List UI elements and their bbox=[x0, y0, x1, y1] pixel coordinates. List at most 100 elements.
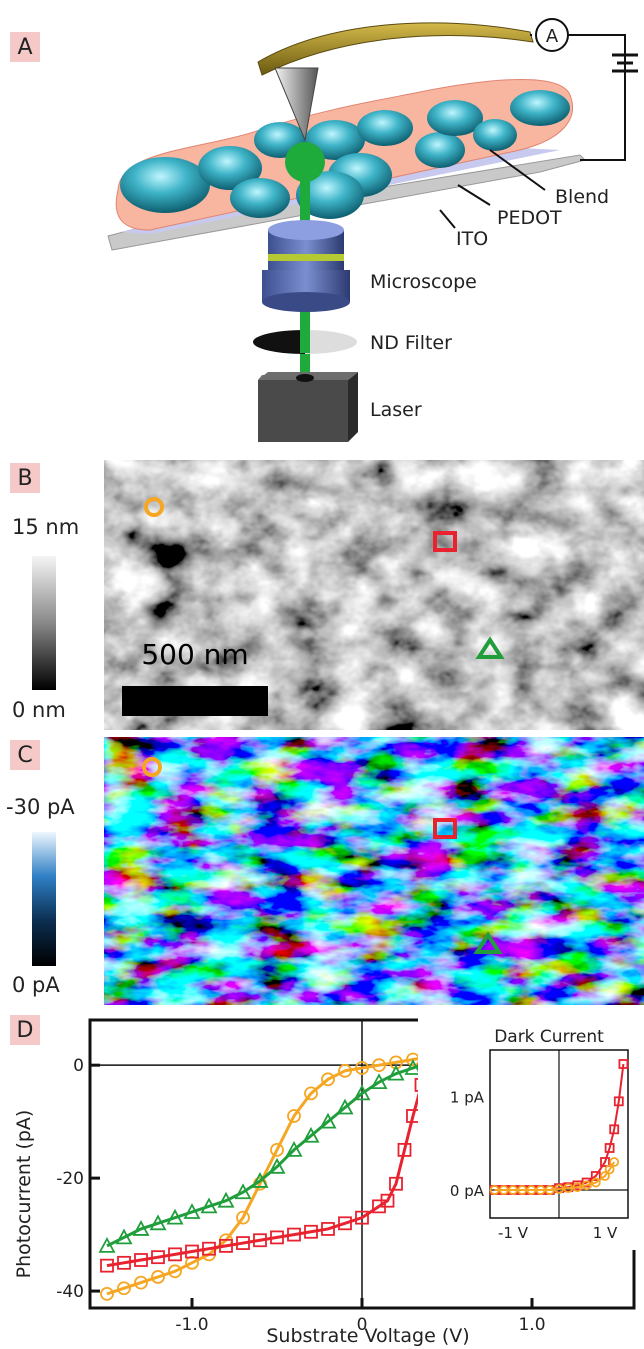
inset-circle-point bbox=[604, 1164, 615, 1175]
x-tick-label: 0 bbox=[357, 1315, 368, 1335]
triangle-data-point bbox=[404, 1059, 422, 1075]
square-data-point bbox=[389, 1176, 403, 1191]
triangle-data-point bbox=[183, 1203, 201, 1219]
panel-label-c: C bbox=[10, 740, 40, 770]
circle-data-point bbox=[338, 1063, 352, 1078]
inset-circle-point bbox=[581, 1180, 592, 1191]
circuit-wire bbox=[530, 34, 626, 161]
triangle-data-point bbox=[115, 1228, 133, 1245]
afm-tip bbox=[274, 67, 319, 142]
square-data-point bbox=[338, 1216, 352, 1231]
inset-circle-point bbox=[544, 1185, 555, 1195]
triangle-data-point bbox=[268, 1157, 286, 1174]
square-data-point bbox=[219, 1238, 233, 1253]
x-tick-label: 1.0 bbox=[518, 1315, 545, 1335]
triangle-data-point bbox=[285, 1140, 303, 1157]
x-tick-label: -1.0 bbox=[175, 1315, 208, 1335]
x-axis-label: Substrate Voltage (V) bbox=[266, 1325, 469, 1347]
circle-data-point bbox=[236, 1210, 250, 1225]
square-data-point bbox=[134, 1253, 148, 1267]
circle-data-point bbox=[304, 1086, 318, 1101]
square-data-point bbox=[270, 1230, 284, 1245]
inset-circle-point bbox=[590, 1177, 601, 1188]
blend-label: Blend bbox=[555, 186, 609, 208]
orange-circle-marker bbox=[142, 757, 162, 777]
triangle-data-point bbox=[319, 1112, 337, 1129]
red-square-marker bbox=[433, 531, 457, 552]
square-data-point bbox=[321, 1222, 335, 1236]
square-data-point bbox=[355, 1210, 369, 1225]
triangle-data-point bbox=[302, 1126, 320, 1143]
circle-data-point bbox=[117, 1281, 131, 1296]
triangle-data-point bbox=[200, 1197, 218, 1214]
svg-text:A: A bbox=[546, 26, 559, 47]
scalebar bbox=[122, 686, 268, 716]
inset-circle-point bbox=[535, 1185, 546, 1195]
panel-label-d: D bbox=[10, 1015, 40, 1045]
square-data-point bbox=[397, 1142, 412, 1157]
topo-colorbar-min: 0 nm bbox=[12, 698, 66, 722]
ito-label: ITO bbox=[456, 228, 488, 250]
inset-circle-point bbox=[517, 1185, 528, 1195]
inset-square-point bbox=[590, 1171, 601, 1181]
panel-label-b: B bbox=[10, 463, 40, 493]
inset-x-tick-label: -1 V bbox=[498, 1224, 529, 1242]
triangle-data-point bbox=[166, 1208, 184, 1225]
y-tick-label: -20 bbox=[56, 1169, 84, 1189]
panel-label-a: A bbox=[10, 32, 40, 62]
circle-data-point bbox=[355, 1061, 369, 1075]
iv-chart: -1.0 0 1.0 0 -20 -40 Dark Current 1 pA 0 pA -1 V… bbox=[13, 1016, 638, 1347]
battery-icon bbox=[612, 53, 638, 73]
triangle-data-point bbox=[149, 1214, 167, 1231]
topo-colorbar-max: 15 nm bbox=[12, 515, 80, 539]
current-colorbar bbox=[32, 832, 56, 966]
inset-background bbox=[418, 1016, 638, 1250]
ammeter-icon bbox=[535, 18, 569, 52]
inset-circle-point bbox=[508, 1185, 518, 1195]
green-triangle-marker bbox=[473, 931, 503, 954]
triangle-data-point bbox=[251, 1172, 269, 1188]
microscope-icon bbox=[262, 220, 350, 312]
triangle-data-point bbox=[353, 1084, 371, 1101]
microscope-label: Microscope bbox=[370, 271, 477, 293]
inset-y-tick-label: 0 pA bbox=[450, 1182, 485, 1200]
circle-data-point bbox=[372, 1058, 386, 1073]
laser-box-icon bbox=[258, 372, 358, 442]
triangle-data-point bbox=[98, 1236, 116, 1253]
triangle-data-point bbox=[132, 1220, 150, 1236]
y-axis-label: Photocurrent (pA) bbox=[13, 1110, 35, 1279]
inset-circle-point bbox=[609, 1157, 620, 1167]
cantilever bbox=[257, 22, 534, 76]
inset-square-point bbox=[609, 1124, 620, 1135]
square-data-point bbox=[253, 1233, 267, 1248]
inset-square-point bbox=[604, 1143, 615, 1153]
square-data-point bbox=[236, 1236, 250, 1250]
inset-x-tick-label: 1 V bbox=[593, 1224, 618, 1242]
square-data-point bbox=[168, 1247, 182, 1262]
inset-circle-point bbox=[563, 1183, 574, 1194]
inset-circle-point bbox=[498, 1185, 509, 1195]
orange-circle-marker bbox=[144, 497, 164, 517]
inset-title: Dark Current bbox=[494, 1027, 604, 1047]
square-data-point bbox=[100, 1258, 114, 1273]
inset-circle-point bbox=[489, 1185, 500, 1195]
photocurrent-map bbox=[104, 737, 644, 1005]
square-data-point bbox=[202, 1241, 216, 1256]
inset-circle-point bbox=[572, 1182, 583, 1193]
circle-data-point bbox=[134, 1275, 148, 1290]
circle-data-point bbox=[270, 1142, 284, 1157]
triangle-data-point bbox=[387, 1064, 405, 1081]
y-tick-label: -40 bbox=[56, 1282, 84, 1302]
laser-label: Laser bbox=[370, 399, 422, 421]
triangle-data-point bbox=[370, 1073, 388, 1090]
green-triangle-marker bbox=[475, 636, 505, 659]
inset-circle-point bbox=[526, 1185, 537, 1195]
circle-data-point bbox=[100, 1286, 114, 1301]
inset-square-point bbox=[613, 1096, 624, 1107]
square-data-point bbox=[304, 1224, 318, 1239]
square-data-point bbox=[287, 1227, 301, 1242]
inset-y-tick-label: 1 pA bbox=[450, 1089, 485, 1107]
nd-filter-label: ND Filter bbox=[370, 332, 452, 354]
inset-circle-point bbox=[554, 1184, 564, 1194]
afm-schematic: A Blend PEDOT ITO Microscope ND Filter L… bbox=[107, 18, 638, 442]
